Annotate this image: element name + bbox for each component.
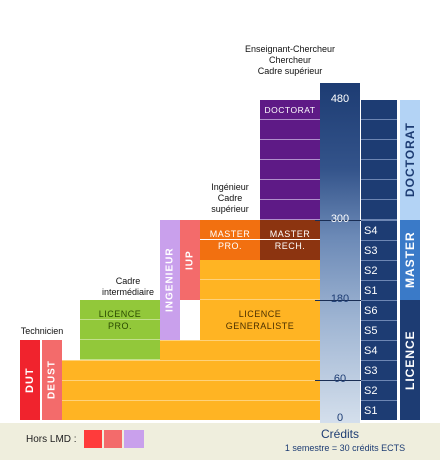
legend-swatch-lilac <box>124 430 144 448</box>
dut-label: DUT <box>24 367 36 393</box>
master-divider <box>200 239 320 240</box>
doctorat-label: DOCTORAT <box>264 105 316 115</box>
semester-cell: S2 <box>361 260 397 280</box>
label-teacher-line: Enseignant-Chercheur <box>244 44 336 54</box>
ingenieur-label: INGENIEUR <box>164 247 176 313</box>
licence-pro-block: LICENCE PRO. <box>80 300 160 360</box>
label-tech: Technicien <box>20 326 64 336</box>
bottom-strip <box>0 423 440 460</box>
credits-note: 1 semestre = 30 crédits ECTS <box>284 443 406 453</box>
licence-middle <box>160 340 320 360</box>
semester-cell: S4 <box>361 340 397 360</box>
scale-300: 300 <box>330 213 350 225</box>
label-teacher-line: Cadre supérieur <box>257 66 323 76</box>
licence-pro-label: LICENCE PRO. <box>80 308 160 332</box>
iup-block <box>180 220 200 300</box>
label-middle-line: intermédiaire <box>101 287 155 297</box>
iup-label: IUP <box>184 250 196 270</box>
master-rech-block: MASTER RECH. <box>260 220 320 261</box>
licence-gen-line: LICENCE <box>238 309 282 319</box>
legend-swatch-salmon <box>104 430 122 448</box>
scale-tick <box>315 220 361 221</box>
level-master: MASTER <box>400 220 420 300</box>
licence-generaliste-block: LICENCE GENERALISTE <box>200 300 320 340</box>
licence-gen-line: GENERALISTE <box>225 321 295 331</box>
scale-60: 60 <box>333 373 347 385</box>
licence-pro-line: LICENCE <box>98 309 142 319</box>
credits-title: Crédits <box>320 427 359 441</box>
semester-cell: S6 <box>361 300 397 320</box>
licence-upper <box>200 260 320 300</box>
master-pro-block: MASTER PRO. <box>200 220 260 261</box>
semester-cell: S3 <box>361 240 397 260</box>
label-middle-line: Cadre <box>115 276 141 286</box>
semester-cell: S5 <box>361 320 397 340</box>
master-rech-line: RECH. <box>274 241 306 251</box>
licence-pro-line: PRO. <box>107 321 132 331</box>
semester-column-top <box>361 100 397 220</box>
master-pro-line: PRO. <box>217 241 242 251</box>
level-doctorat: DOCTORAT <box>400 100 420 220</box>
label-engineer-line: Ingénieur <box>211 182 249 192</box>
label-engineer-line: supérieur <box>211 204 249 214</box>
credit-scale <box>320 83 360 423</box>
deust-label: DEUST <box>46 360 58 400</box>
label-engineer: Ingénieur Cadre supérieur <box>195 182 265 215</box>
scale-480: 480 <box>330 93 350 105</box>
semester-cell: S2 <box>361 380 397 400</box>
master-rech-line: MASTER <box>269 229 311 239</box>
semester-cell: S1 <box>361 400 397 420</box>
ingenieur-block <box>160 220 180 340</box>
scale-180: 180 <box>330 293 350 305</box>
master-pro-line: MASTER <box>209 229 251 239</box>
label-engineer-line: Cadre <box>217 193 243 203</box>
scale-tick <box>315 300 361 301</box>
legend-label: Hors LMD : <box>26 434 77 445</box>
semester-cell: S3 <box>361 360 397 380</box>
level-licence: LICENCE <box>400 300 420 420</box>
semester-cell: S1 <box>361 280 397 300</box>
label-teacher-line: Chercheur <box>268 55 312 65</box>
legend-swatch-red <box>84 430 102 448</box>
licence-lower <box>50 360 320 420</box>
doctorat-block: DOCTORAT <box>260 100 320 220</box>
deust-block <box>42 340 62 420</box>
master-pro-label: MASTER PRO. <box>200 228 260 252</box>
dut-block <box>20 340 40 420</box>
licence-gen-label: LICENCE GENERALISTE <box>200 308 320 332</box>
scale-0: 0 <box>336 412 344 424</box>
master-rech-label: MASTER RECH. <box>260 228 320 252</box>
semester-cell: S4 <box>361 220 397 240</box>
label-middle: Cadre intermédiaire <box>92 276 164 298</box>
label-teacher: Enseignant-Chercheur Chercheur Cadre sup… <box>225 44 355 77</box>
scale-tick <box>315 380 361 381</box>
